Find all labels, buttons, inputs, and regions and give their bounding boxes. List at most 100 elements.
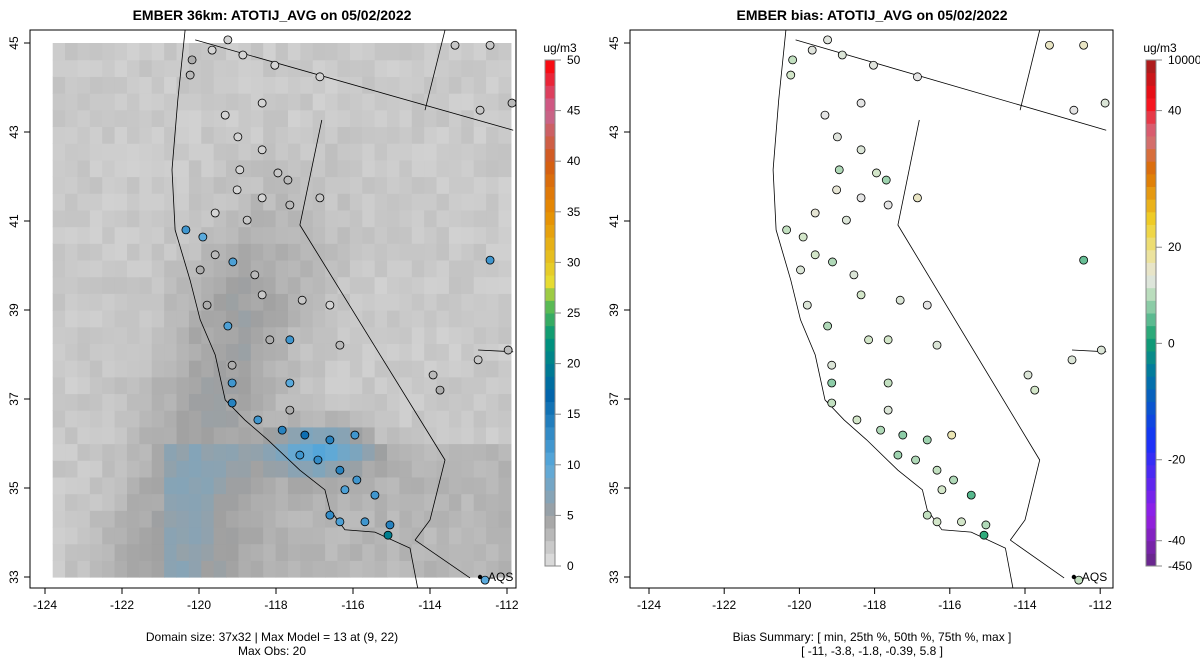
colorbar-swatch xyxy=(545,135,555,150)
colorbar-swatch xyxy=(1146,388,1156,403)
model-grid-cell xyxy=(362,159,376,178)
model-grid-cell xyxy=(337,326,351,344)
model-grid-cell xyxy=(424,59,438,77)
model-grid-cell xyxy=(151,343,165,361)
bias-station-point xyxy=(1079,40,1089,50)
model-grid-cell xyxy=(263,93,277,111)
x-tick-label: -122 xyxy=(110,598,134,612)
model-grid-cell xyxy=(448,460,462,478)
model-grid-cell xyxy=(213,410,227,428)
model-grid-cell xyxy=(164,560,178,578)
model-grid-cell xyxy=(325,310,339,328)
model-grid-cell xyxy=(424,543,438,561)
model-grid-cell xyxy=(275,93,289,111)
model-grid-cell xyxy=(89,43,103,61)
model-grid-cell xyxy=(411,410,425,428)
model-grid-cell xyxy=(250,543,264,561)
model-grid-cell xyxy=(325,393,339,411)
model-grid-cell xyxy=(213,393,227,411)
model-grid-cell xyxy=(164,293,178,311)
model-grid-cell xyxy=(300,343,314,361)
bias-station-point xyxy=(1067,355,1077,365)
model-grid-cell xyxy=(164,460,178,478)
model-grid-cell xyxy=(349,159,363,178)
colorbar-swatch xyxy=(1146,414,1156,428)
model-grid-cell xyxy=(374,176,388,194)
colorbar-swatch xyxy=(1146,237,1156,251)
obs-station-point xyxy=(185,70,195,80)
model-grid-cell xyxy=(139,126,153,144)
model-grid-cell xyxy=(52,276,66,294)
colorbar-swatch xyxy=(545,275,555,289)
plot-frame xyxy=(629,29,1114,589)
model-grid-cell xyxy=(300,526,314,545)
model-grid-cell xyxy=(411,159,425,178)
model-grid-cell xyxy=(461,493,475,511)
obs-station-point xyxy=(325,435,335,445)
model-grid-cell xyxy=(238,143,252,161)
model-grid-cell xyxy=(436,209,450,228)
model-grid-cell xyxy=(250,376,264,395)
model-grid-cell xyxy=(226,193,240,211)
colorbar-tick-label: -40 xyxy=(1168,534,1186,548)
model-grid-cell xyxy=(226,560,240,578)
model-grid-cell xyxy=(448,176,462,194)
model-grid-cell xyxy=(461,326,475,344)
model-grid-cell xyxy=(77,226,91,244)
model-grid-cell xyxy=(126,59,140,77)
model-grid-cell xyxy=(399,159,413,178)
model-grid-cell xyxy=(238,126,252,144)
bias-station-point xyxy=(864,335,873,345)
colorbar-swatch xyxy=(545,72,555,86)
left-footer-line2: Max Obs: 20 xyxy=(238,644,306,658)
y-tick-label: 45 xyxy=(607,36,621,50)
model-grid-cell xyxy=(65,543,79,561)
colorbar-tick-label: -450 xyxy=(1168,559,1192,573)
model-grid-cell xyxy=(263,376,277,395)
model-grid-cell xyxy=(114,510,128,528)
model-grid-cell xyxy=(399,193,413,211)
model-grid-cell xyxy=(65,109,79,128)
model-grid-cell xyxy=(52,426,66,445)
model-grid-cell xyxy=(411,243,425,261)
model-grid-cell xyxy=(263,510,277,528)
model-grid-cell xyxy=(387,493,401,511)
colorbar-swatch xyxy=(1146,401,1156,415)
model-grid-cell xyxy=(399,443,413,461)
model-grid-cell xyxy=(349,209,363,228)
model-grid-cell xyxy=(126,293,140,311)
model-grid-cell xyxy=(89,276,103,294)
model-grid-cell xyxy=(325,543,339,561)
model-grid-cell xyxy=(164,443,178,461)
model-grid-cell xyxy=(89,176,103,194)
model-grid-cell xyxy=(151,59,165,77)
model-grid-cell xyxy=(151,76,165,94)
model-grid-cell xyxy=(52,209,66,228)
model-grid-cell xyxy=(102,143,116,161)
model-grid-cell xyxy=(349,93,363,111)
model-grid-cell xyxy=(139,526,153,545)
model-grid-cell xyxy=(473,376,487,395)
model-grid-cell xyxy=(337,259,351,278)
model-grid-cell xyxy=(300,243,314,261)
model-grid-cell xyxy=(312,109,326,128)
obs-station-point xyxy=(485,40,495,50)
model-grid-cell xyxy=(287,93,301,111)
model-grid-cell xyxy=(325,443,339,461)
y-tick-label: 39 xyxy=(7,303,21,317)
model-grid-cell xyxy=(473,176,487,194)
model-grid-cell xyxy=(374,360,388,378)
model-grid-cell xyxy=(337,410,351,428)
model-grid-cell xyxy=(238,376,252,395)
model-grid-cell xyxy=(77,393,91,411)
model-grid-cell xyxy=(424,109,438,128)
model-grid-cell xyxy=(411,43,425,61)
model-grid-cell xyxy=(176,526,190,545)
model-grid-cell xyxy=(164,526,178,545)
model-grid-cell xyxy=(300,510,314,528)
model-grid-cell xyxy=(201,176,215,194)
model-grid-cell xyxy=(486,193,500,211)
model-grid-cell xyxy=(287,410,301,428)
model-grid-cell xyxy=(201,376,215,395)
model-grid-cell xyxy=(263,410,277,428)
